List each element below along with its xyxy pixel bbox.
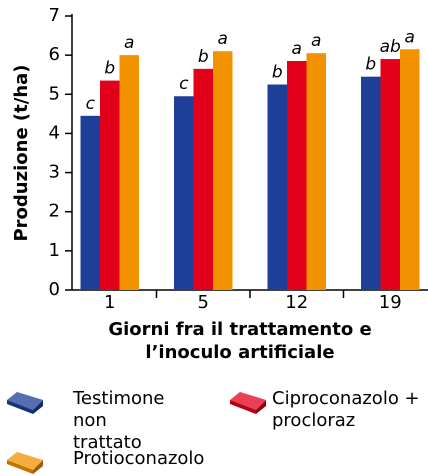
swatch-left (230, 400, 256, 414)
swatch-top (7, 452, 43, 470)
swatch-left-shade (7, 460, 33, 474)
bar (213, 51, 233, 290)
significance-letter: a (405, 27, 415, 47)
significance-letter: ab (380, 37, 401, 57)
significance-letter: c (179, 74, 189, 94)
x-axis-label: Giorni fra il trattamento e l’inoculo ar… (108, 319, 372, 363)
y-tick-label: 7 (49, 5, 60, 26)
bar (193, 68, 213, 290)
bar (80, 115, 100, 290)
bar (400, 49, 420, 291)
y-tick-label: 3 (49, 162, 60, 183)
swatch-left (7, 400, 33, 414)
x-tick-label: 1 (104, 292, 115, 313)
x-tick-label: 19 (379, 292, 402, 313)
swatch-shade (256, 400, 266, 414)
legend-swatch (230, 392, 266, 414)
significance-letter: b (365, 55, 376, 75)
swatch-left (7, 460, 33, 474)
legend-label: Testimone non trattato (73, 388, 165, 453)
swatch-side (7, 392, 43, 410)
y-axis-label: Produzione (t/ha) (11, 64, 32, 241)
bar (100, 80, 120, 290)
legend-label: Protioconazolo (73, 448, 205, 469)
bar (267, 84, 287, 290)
bar (306, 53, 326, 290)
significance-letter: a (218, 29, 228, 49)
x-tick-label: 5 (198, 292, 209, 313)
swatch-front (33, 400, 43, 414)
swatch-left-shade (230, 400, 256, 414)
bar (361, 76, 381, 291)
swatch-shade (33, 400, 43, 414)
y-tick-label: 0 (49, 279, 60, 300)
y-tick-label: 5 (49, 83, 60, 104)
significance-letter: b (272, 63, 283, 83)
legend-item: Protioconazolo (5, 448, 273, 474)
bar (287, 61, 307, 291)
significance-letter: a (292, 39, 302, 59)
legend-item: Testimone non trattato (5, 388, 173, 454)
swatch-top (7, 392, 43, 410)
significance-letter: b (198, 47, 209, 67)
bar (174, 96, 194, 290)
swatch-top (230, 392, 266, 410)
swatch-left-shade (7, 400, 33, 414)
significance-letter: a (124, 33, 134, 53)
legend-swatch (7, 452, 43, 474)
swatch-shade (33, 460, 43, 474)
significance-letter: b (104, 59, 115, 79)
legend-item: Ciproconazolo + procloraz (228, 388, 428, 432)
swatch-side (230, 392, 266, 410)
x-tick-label: 12 (285, 292, 308, 313)
swatch-front (33, 460, 43, 474)
y-tick-label: 4 (49, 122, 60, 143)
legend-swatch (7, 392, 43, 414)
bar (119, 55, 139, 291)
swatch-side (7, 452, 43, 470)
y-tick-label: 1 (49, 240, 60, 261)
significance-letter: a (311, 31, 321, 51)
significance-letter: c (86, 94, 96, 114)
y-tick-label: 2 (49, 201, 60, 222)
legend-label: Ciproconazolo + procloraz (272, 388, 420, 431)
y-tick-label: 6 (49, 44, 60, 65)
swatch-front (256, 400, 266, 414)
bar (380, 59, 400, 290)
